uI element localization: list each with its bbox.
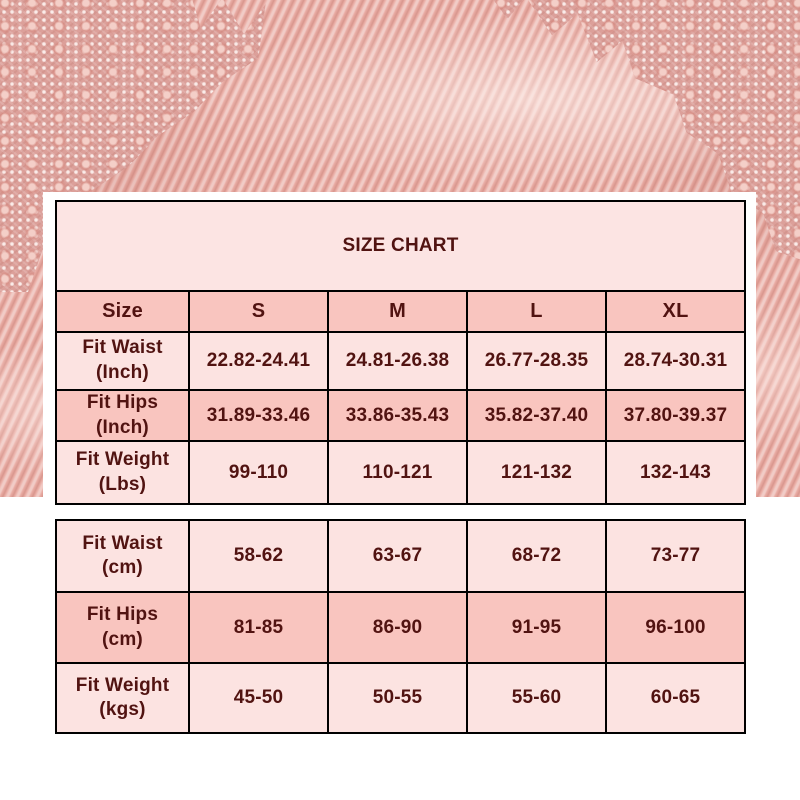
value-cell: 22.82-24.41 bbox=[188, 331, 329, 391]
column-header-m: M bbox=[327, 290, 468, 333]
value-cell: 55-60 bbox=[466, 662, 607, 735]
value-cell: 110-121 bbox=[327, 440, 468, 506]
value-cell: 81-85 bbox=[188, 591, 329, 665]
value-cell: 28.74-30.31 bbox=[604, 331, 747, 391]
row-label-line1: Fit Weight bbox=[75, 674, 170, 696]
value-cell: 60-65 bbox=[605, 662, 746, 735]
value-cell: 91-95 bbox=[466, 591, 607, 665]
value-cell: 24.81-26.38 bbox=[327, 331, 468, 391]
row-label-line1: Fit Waist bbox=[82, 337, 163, 359]
section-divider bbox=[55, 505, 745, 520]
value-cell: 26.77-28.35 bbox=[466, 331, 607, 391]
value-cell: 121-132 bbox=[466, 440, 607, 506]
table-row-waist-cm: Fit Waist (cm) 58-62 63-67 68-72 73-77 bbox=[55, 519, 746, 594]
header-row: Size S M L XL bbox=[55, 290, 747, 333]
row-label: Fit Weight (Lbs) bbox=[55, 440, 190, 506]
value-cell: 37.80-39.37 bbox=[604, 388, 747, 443]
value-cell: 58-62 bbox=[188, 519, 329, 594]
column-header-l: L bbox=[466, 290, 607, 333]
row-label-line2: (cm) bbox=[102, 628, 143, 650]
row-label-line2: (Inch) bbox=[96, 362, 149, 383]
value-cell: 99-110 bbox=[188, 440, 329, 506]
row-label-line1: Fit Weight bbox=[75, 449, 170, 471]
value-cell: 35.82-37.40 bbox=[466, 388, 607, 443]
row-label: Fit Waist (cm) bbox=[55, 519, 190, 594]
table-row-weight-kgs: Fit Weight (kgs) 45-50 50-55 55-60 60-65 bbox=[55, 662, 746, 735]
row-label-line1: Fit Hips bbox=[86, 604, 159, 626]
value-cell: 132-143 bbox=[604, 440, 747, 506]
row-label-line2: (cm) bbox=[102, 557, 143, 579]
size-table-imperial: SIZE CHART Size S M L XL Fit Waist (Inch… bbox=[54, 200, 747, 506]
row-label-line2: (Inch) bbox=[96, 416, 149, 438]
row-label-line2: (kgs) bbox=[99, 699, 146, 721]
value-cell: 96-100 bbox=[605, 591, 746, 665]
size-table-metric: Fit Waist (cm) 58-62 63-67 68-72 73-77 F… bbox=[55, 519, 746, 735]
title-row: SIZE CHART bbox=[54, 200, 747, 292]
row-label-line1: Fit Waist bbox=[82, 532, 163, 554]
value-cell: 86-90 bbox=[327, 591, 468, 665]
column-header-xl: XL bbox=[604, 290, 747, 333]
size-chart: SIZE CHART Size S M L XL Fit Waist (Inch… bbox=[54, 200, 747, 735]
row-label-line2: (Lbs) bbox=[98, 473, 147, 495]
table-row-weight-lbs: Fit Weight (Lbs) 99-110 110-121 121-132 … bbox=[55, 440, 747, 506]
value-cell: 50-55 bbox=[327, 662, 468, 735]
table-row-waist-inch: Fit Waist (Inch) 22.82-24.41 24.81-26.38… bbox=[55, 331, 747, 391]
page-title: SIZE CHART bbox=[54, 200, 747, 292]
row-label: Fit Hips (cm) bbox=[55, 591, 190, 665]
value-cell: 63-67 bbox=[327, 519, 468, 594]
value-cell: 31.89-33.46 bbox=[188, 388, 329, 443]
row-label: Fit Weight (kgs) bbox=[55, 662, 190, 735]
value-cell: 33.86-35.43 bbox=[327, 388, 468, 443]
row-label: Fit Waist (Inch) bbox=[55, 331, 190, 391]
value-cell: 68-72 bbox=[466, 519, 607, 594]
table-row-hips-inch: Fit Hips (Inch) 31.89-33.46 33.86-35.43 … bbox=[55, 388, 747, 443]
table-row-hips-cm: Fit Hips (cm) 81-85 86-90 91-95 96-100 bbox=[55, 591, 746, 665]
column-header-s: S bbox=[188, 290, 329, 333]
value-cell: 45-50 bbox=[188, 662, 329, 735]
column-header-size: Size bbox=[55, 290, 190, 333]
value-cell: 73-77 bbox=[605, 519, 746, 594]
row-label: Fit Hips (Inch) bbox=[55, 388, 190, 443]
row-label-line1: Fit Hips bbox=[86, 392, 159, 413]
